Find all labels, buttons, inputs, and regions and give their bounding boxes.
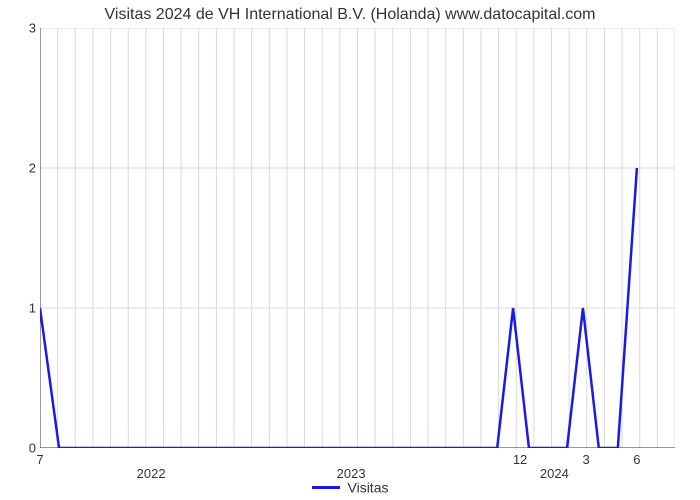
y-tick-label: 0 bbox=[20, 441, 36, 456]
chart-title: Visitas 2024 de VH International B.V. (H… bbox=[0, 6, 700, 24]
plot-area bbox=[40, 28, 675, 448]
y-tick-label: 3 bbox=[20, 21, 36, 36]
x-tick-label-start: 7 bbox=[36, 452, 43, 467]
legend-label: Visitas bbox=[348, 479, 389, 495]
x-tick-label: 3 bbox=[582, 452, 589, 467]
y-tick-label: 1 bbox=[20, 301, 36, 316]
x-tick-label: 12 bbox=[513, 452, 527, 467]
legend-swatch bbox=[312, 486, 340, 489]
x-tick-label: 6 bbox=[633, 452, 640, 467]
legend: Visitas bbox=[0, 478, 700, 495]
y-tick-label: 2 bbox=[20, 161, 36, 176]
